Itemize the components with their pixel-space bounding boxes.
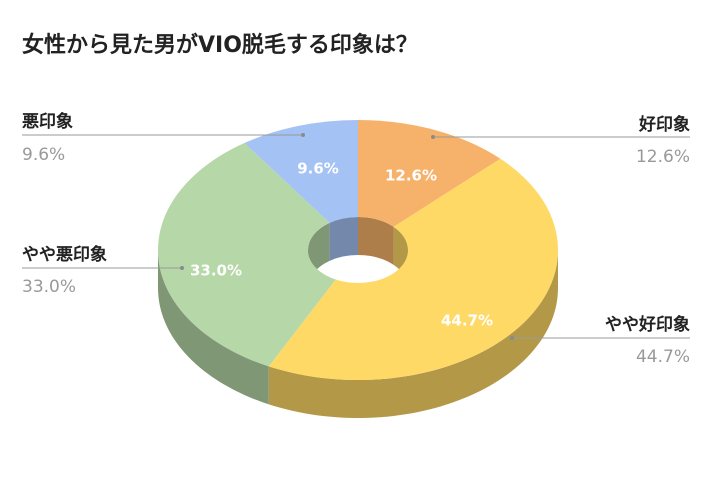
- leader-dot-2: [180, 266, 184, 270]
- pie-labels: 12.6% 44.7% 33.0% 9.6% 好印象 12.6% やや好印象 44.7% やや悪…: [22, 111, 690, 367]
- percent-label-3: 9.6%: [22, 145, 65, 165]
- outer-wall-1: [268, 250, 558, 419]
- inner-wall-0-0: [358, 217, 394, 265]
- inner-wall-3-0: [329, 217, 358, 261]
- leader-dot-0: [431, 135, 435, 139]
- slice-2: [158, 142, 336, 367]
- slice-value-label-2: 33.0%: [190, 262, 242, 280]
- slice-1: [268, 158, 559, 381]
- percent-label-0: 12.6%: [636, 147, 690, 167]
- category-label-2: やや悪印象: [22, 244, 107, 265]
- chart-title: 女性から見た男がVIO脱毛する印象は？: [22, 32, 418, 58]
- slice-value-label-0: 12.6%: [385, 167, 437, 185]
- pie-tops: [158, 120, 559, 381]
- category-label-3: 悪印象: [22, 111, 73, 132]
- slice-value-label-3: 9.6%: [297, 160, 339, 178]
- leader-dot-1: [510, 336, 514, 340]
- leader-dot-3: [301, 133, 305, 137]
- percent-label-1: 44.7%: [636, 347, 690, 367]
- category-label-1: やや好印象: [605, 314, 690, 335]
- slice-3: [244, 120, 358, 223]
- slice-value-label-1: 44.7%: [441, 312, 493, 330]
- percent-label-2: 33.0%: [22, 277, 76, 297]
- category-label-0: 好印象: [638, 114, 690, 135]
- outer-wall-2: [158, 250, 269, 405]
- slice-0: [358, 120, 501, 227]
